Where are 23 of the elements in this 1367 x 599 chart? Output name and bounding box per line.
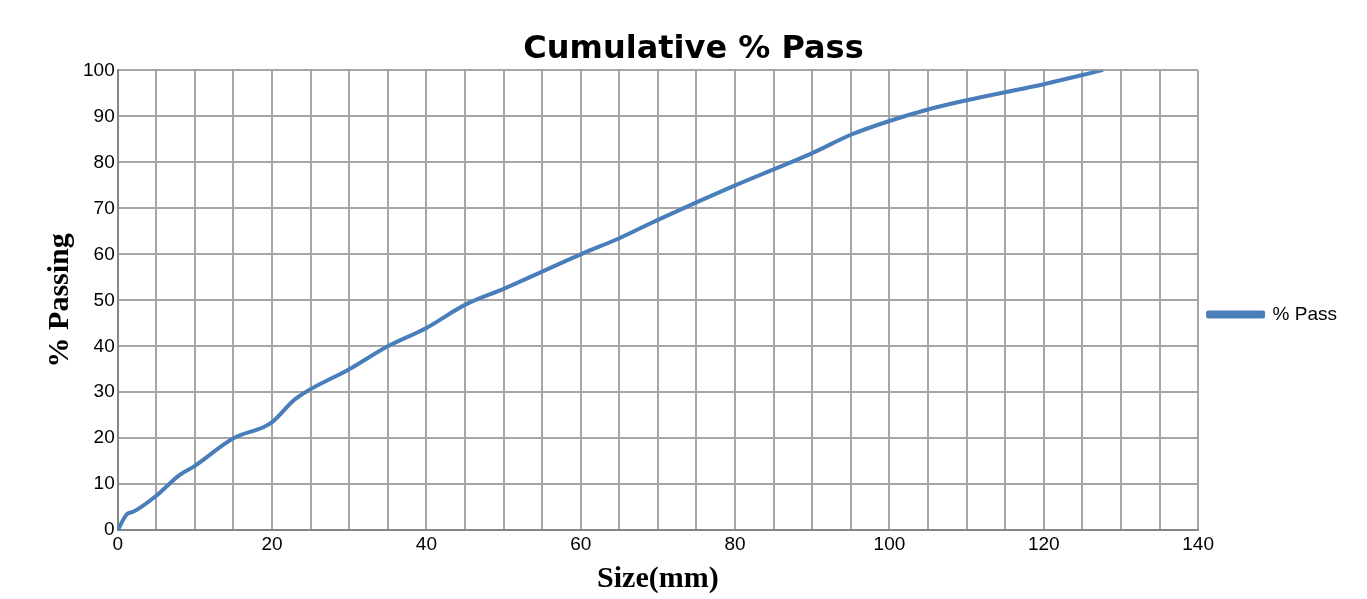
y-tick-label: 60 — [93, 242, 115, 264]
y-tick-label: 0 — [104, 518, 115, 540]
x-tick-label: 20 — [261, 532, 283, 554]
y-tick-label: 80 — [93, 150, 115, 172]
chart-title: Cumulative % Pass — [523, 27, 864, 66]
line-series — [117, 70, 1104, 531]
x-tick-label: 60 — [570, 532, 592, 554]
y-tick-label: 100 — [83, 58, 115, 80]
x-tick-label: 80 — [724, 532, 746, 554]
y-tick-label: 70 — [93, 196, 115, 218]
y-tick-label: 40 — [93, 334, 115, 356]
x-tick-label: 120 — [1027, 532, 1060, 554]
y-tick-label: 90 — [93, 104, 115, 126]
y-tick-label: 50 — [93, 288, 115, 310]
y-tick-label: 10 — [93, 472, 115, 494]
y-axis-title: % Passing — [40, 233, 74, 368]
x-axis-title: Size(mm) — [597, 559, 719, 594]
x-tick-label: 100 — [873, 532, 906, 554]
legend-label: % Pass — [1272, 302, 1338, 324]
y-tick-label: 20 — [93, 426, 115, 448]
x-tick-label: 40 — [415, 532, 437, 554]
y-tick-label: 30 — [93, 380, 115, 402]
x-tick-label: 140 — [1182, 532, 1214, 554]
